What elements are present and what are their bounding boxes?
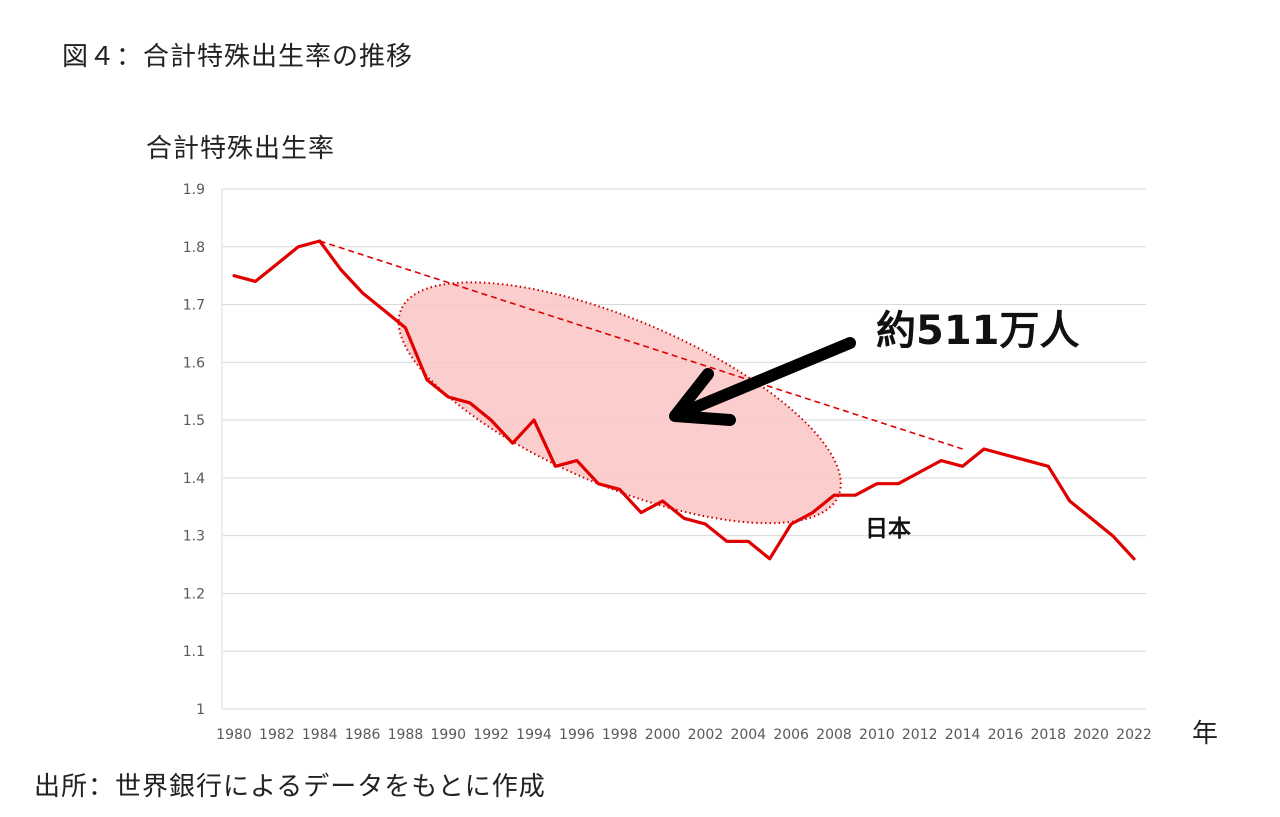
- arrow-shaft: [683, 337, 856, 416]
- x-tick-label: 2006: [773, 727, 809, 743]
- y-tick-label: 1.2: [183, 586, 205, 602]
- source-note: 出所：世界銀行によるデータをもとに作成: [34, 772, 546, 802]
- x-tick-label: 1994: [516, 727, 552, 743]
- x-tick-label: 2012: [902, 727, 938, 743]
- series-line-japan: [232, 239, 1136, 561]
- y-tick-label: 1.6: [183, 355, 205, 371]
- gap-annotation-label: 約511万人: [876, 308, 1080, 354]
- series-label-japan: 日本: [865, 516, 911, 542]
- x-tick-label: 1980: [216, 727, 252, 743]
- x-tick-label: 1998: [602, 727, 638, 743]
- y-tick-label: 1: [196, 702, 205, 718]
- x-tick-label: 2010: [859, 727, 895, 743]
- x-tick-label: 1996: [559, 727, 595, 743]
- x-axis-unit: 年: [1192, 719, 1219, 749]
- x-tick-label: 2008: [816, 727, 852, 743]
- y-axis-title: 合計特殊出生率: [146, 134, 336, 164]
- figure-title: 図４：合計特殊出生率の推移: [62, 42, 414, 72]
- x-tick-label: 1982: [259, 727, 295, 743]
- y-tick-label: 1.1: [183, 644, 205, 660]
- y-tick-label: 1.4: [183, 471, 205, 487]
- y-tick-label: 1.8: [183, 240, 205, 256]
- x-tick-label: 2022: [1116, 727, 1152, 743]
- y-tick-label: 1.7: [183, 298, 205, 314]
- arrow-head: [669, 368, 736, 426]
- x-tick-label: 2002: [688, 727, 724, 743]
- x-tick-label: 1984: [302, 727, 338, 743]
- y-tick-label: 1.9: [183, 182, 205, 198]
- y-tick-label: 1.5: [183, 413, 205, 429]
- x-tick-label: 2020: [1073, 727, 1109, 743]
- x-tick-label: 2004: [730, 727, 766, 743]
- x-tick-label: 2018: [1030, 727, 1066, 743]
- x-tick-label: 1992: [473, 727, 509, 743]
- axis-ticks: 1 1.1 1.2 1.3 1.4 1.5 1.6 1.7 1.8 1.9 1980 1982 1984…: [183, 182, 1152, 743]
- x-tick-label: 1990: [430, 727, 466, 743]
- y-tick-label: 1.3: [183, 529, 205, 545]
- x-tick-label: 1986: [345, 727, 381, 743]
- trend-line: [319, 240, 963, 450]
- x-tick-label: 2016: [988, 727, 1024, 743]
- x-tick-label: 2014: [945, 727, 981, 743]
- series-layer: [232, 239, 1136, 561]
- trend-layer: [319, 240, 963, 450]
- x-tick-label: 1988: [388, 727, 424, 743]
- x-tick-label: 2000: [645, 727, 681, 743]
